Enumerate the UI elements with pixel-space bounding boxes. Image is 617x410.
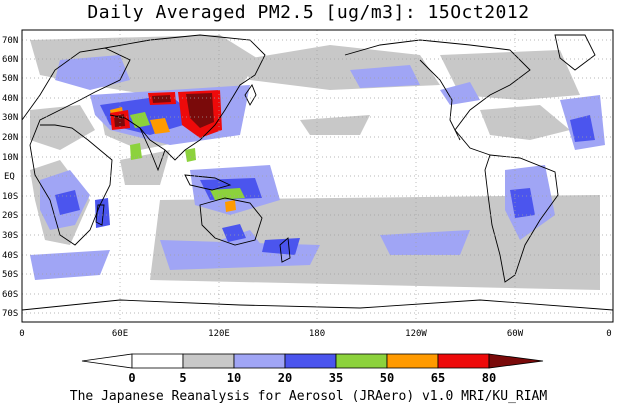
lat-label: 60S — [2, 290, 18, 300]
lon-label: 120W — [405, 329, 427, 339]
colorbar-segment — [81, 353, 133, 369]
colorbar-segment — [131, 353, 184, 369]
pm25-layer-80-plus — [114, 93, 214, 128]
colorbar-segment — [488, 353, 544, 369]
colorbar-segment — [335, 353, 388, 369]
lon-label: 0 — [606, 329, 611, 339]
lon-label: 0 — [19, 329, 24, 339]
lat-label: 50N — [2, 74, 18, 84]
map-frame — [22, 30, 613, 322]
lat-label: EQ — [4, 172, 15, 182]
coastlines — [22, 34, 613, 311]
map-border — [21, 29, 614, 323]
colorbar-segment — [284, 353, 337, 369]
lat-label: 70S — [2, 309, 18, 319]
lat-labels: 70N 60N 50N 40N 30N 20N 10N EQ 10S 20S 3… — [2, 36, 18, 319]
lat-label: 40S — [2, 251, 18, 261]
lat-label: 50S — [2, 270, 18, 280]
colorbar-segment — [182, 353, 235, 369]
colorbar-segment — [386, 353, 439, 369]
colorbar-label: 80 — [482, 371, 496, 385]
lat-label: 10N — [2, 153, 18, 163]
colorbar-labels: 0 5 10 20 35 50 65 80 — [128, 371, 496, 385]
lat-label: 40N — [2, 94, 18, 104]
lat-lon-grid — [22, 30, 613, 322]
lat-label: 70N — [2, 36, 18, 46]
colorbar — [81, 353, 544, 369]
map-title: Daily Averaged PM2.5 [ug/m3]: 15Oct2012 — [87, 2, 530, 23]
colorbar-label: 5 — [179, 371, 186, 385]
lon-label: 60E — [112, 329, 128, 339]
lon-labels: 0 60E 120E 180 120W 60W 0 — [19, 329, 611, 339]
colorbar-label: 10 — [227, 371, 241, 385]
colorbar-label: 50 — [380, 371, 394, 385]
lat-label: 30S — [2, 231, 18, 241]
lon-label: 120E — [208, 329, 230, 339]
lat-label: 10S — [2, 192, 18, 202]
footer-credit: The Japanese Reanalysis for Aerosol (JRA… — [69, 389, 548, 404]
colorbar-label: 20 — [278, 371, 292, 385]
lon-label: 60W — [507, 329, 524, 339]
colorbar-segment — [437, 353, 490, 369]
colorbar-segment — [233, 353, 286, 369]
colorbar-label: 35 — [329, 371, 343, 385]
lon-label: 180 — [309, 329, 325, 339]
colorbar-label: 65 — [431, 371, 445, 385]
colorbar-label: 0 — [128, 371, 135, 385]
lat-label: 20S — [2, 211, 18, 221]
lat-label: 20N — [2, 133, 18, 143]
lat-label: 60N — [2, 55, 18, 65]
lat-label: 30N — [2, 113, 18, 123]
